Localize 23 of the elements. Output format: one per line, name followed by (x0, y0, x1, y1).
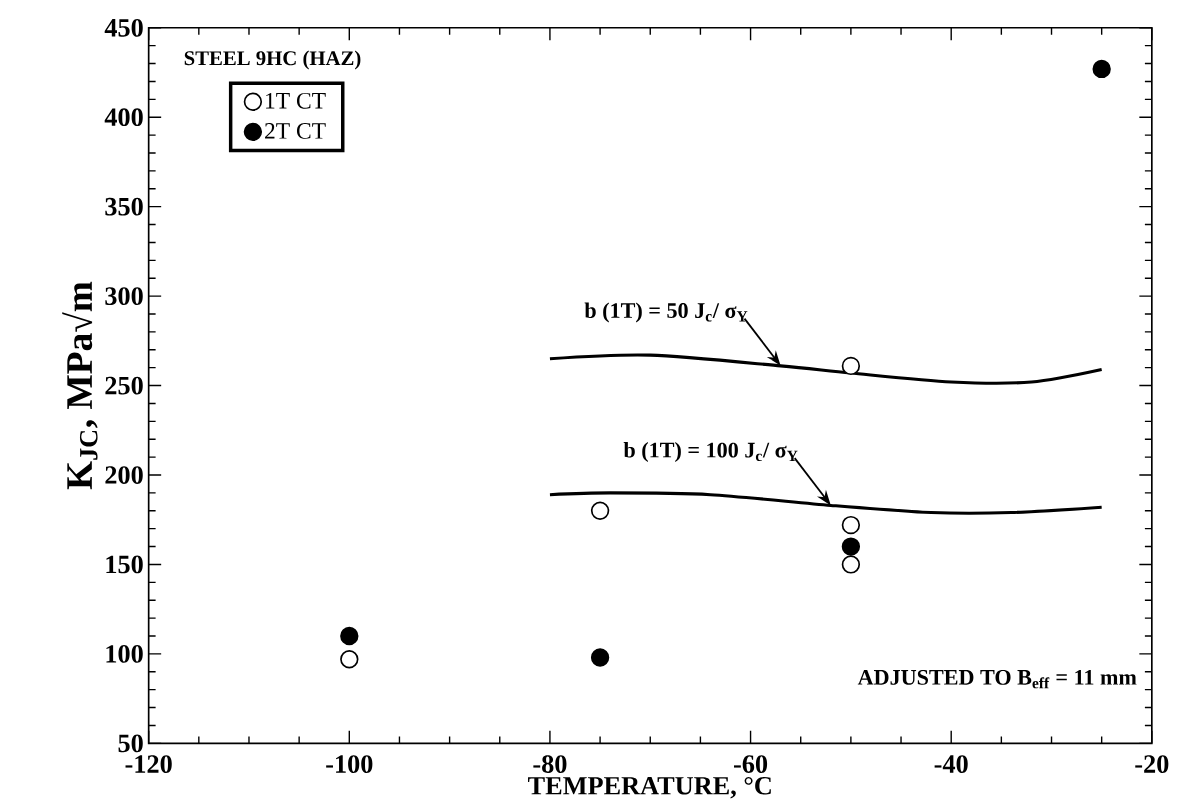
y-tick-label: 50 (118, 734, 143, 753)
legend-title: STEEL 9HC (HAZ) (184, 50, 361, 70)
y-axis-title: K$_{JC}$, MPa√m (62, 281, 98, 490)
legend-label: 2T CT (265, 122, 326, 139)
x-tick-label: -120 (125, 755, 172, 773)
y-tick-label: 200 (105, 466, 143, 484)
x-tick-label: -80 (533, 755, 567, 773)
y-tick-label: 100 (106, 644, 143, 663)
y-tick-label: 300 (105, 287, 143, 305)
y-tick-label: 400 (104, 108, 143, 126)
x-tick-label: -40 (934, 755, 968, 773)
annotation: b (1T) = 100 J$_{c}$/ σ$_{Y}$ (623, 441, 798, 462)
x-tick-label: -60 (733, 755, 768, 773)
y-tick-label: 450 (104, 18, 143, 37)
annotation: ADJUSTED TO B$_{eff}$ = 11 mm (857, 669, 1137, 689)
y-tick-label: 150 (106, 555, 143, 574)
x-tick-label: -100 (326, 755, 373, 773)
legend-label: 1T CT (266, 92, 326, 109)
x-axis-title: TEMPERATURE, °C (528, 776, 771, 799)
annotation: b (1T) = 50 J$_{c}$/ σ$_{Y}$ (584, 302, 748, 323)
y-tick-label: 350 (105, 197, 143, 216)
x-tick-label: -20 (1135, 755, 1169, 773)
y-tick-label: 250 (105, 376, 143, 395)
